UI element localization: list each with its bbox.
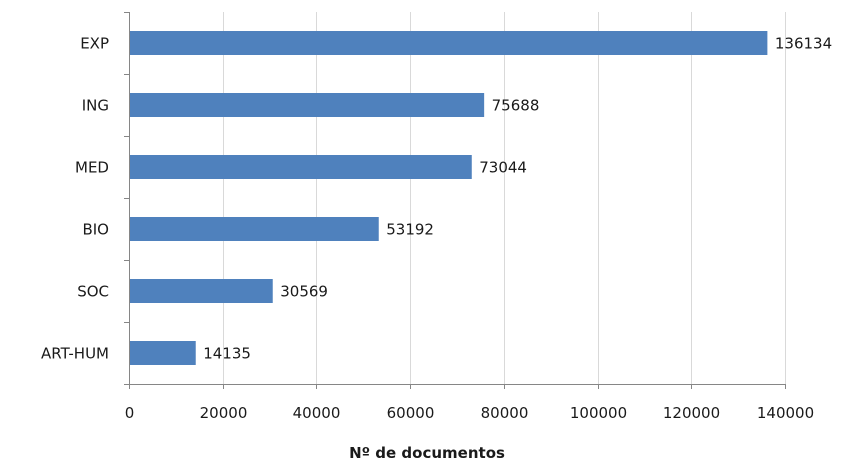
bar-ing [129,93,485,117]
x-tick-label-6: 120000 [663,404,720,422]
x-tick-label-7: 140000 [757,404,814,422]
x-tick-label-5: 100000 [570,404,627,422]
bar-med [129,155,472,179]
axes [124,12,786,389]
x-tick-label-2: 40000 [293,404,341,422]
x-tick-label-1: 20000 [200,404,248,422]
data-label-exp: 136134 [775,35,832,53]
x-tick-label-4: 80000 [481,404,529,422]
category-label-exp: EXP [80,35,109,53]
x-axis-title: Nº de documentos [349,444,505,462]
category-label-med: MED [75,159,109,177]
grid-lines [223,12,786,384]
bar-exp [129,31,768,55]
x-tick-label-3: 60000 [387,404,435,422]
category-label-ing: ING [82,97,109,115]
bars [129,31,768,365]
data-label-bio: 53192 [386,221,434,239]
bar-art-hum [129,341,196,365]
bar-soc [129,279,273,303]
category-label-bio: BIO [82,221,109,239]
x-tick-label-0: 0 [125,404,135,422]
bar-bio [129,217,379,241]
data-label-med: 73044 [479,159,527,177]
data-label-art-hum: 14135 [203,345,251,363]
category-label-soc: SOC [77,283,109,301]
data-label-soc: 30569 [280,283,328,301]
labels: 136134 EXP 75688 ING 73044 MED 53192 BIO 30569 SO… [41,35,832,423]
data-label-ing: 75688 [492,97,540,115]
category-label-art-hum: ART-HUM [41,345,109,363]
